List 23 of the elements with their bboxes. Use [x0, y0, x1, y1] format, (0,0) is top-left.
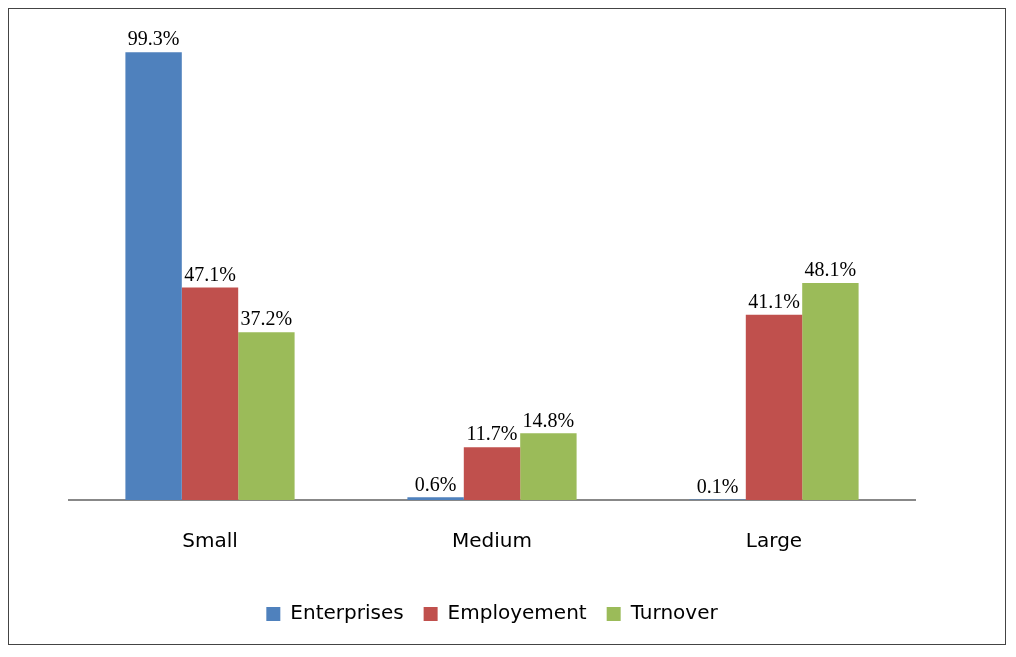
bar — [407, 497, 464, 500]
x-tick-label: Large — [745, 528, 803, 553]
data-label: 47.1% — [184, 262, 236, 285]
legend-label: Enterprises — [290, 600, 404, 625]
data-label: 0.6% — [414, 472, 457, 495]
bar — [745, 314, 803, 500]
bar — [238, 332, 295, 500]
data-label: 14.8% — [522, 408, 575, 431]
bar — [125, 52, 182, 500]
bar — [520, 433, 577, 500]
x-tick-label: Small — [182, 528, 238, 553]
data-label: 11.7% — [466, 422, 518, 445]
legend-label: Turnover — [629, 600, 719, 625]
bar — [802, 283, 859, 500]
data-label: 41.1% — [748, 289, 800, 312]
data-label: 0.1% — [696, 474, 739, 497]
data-label: 37.2% — [240, 307, 293, 330]
bar — [181, 287, 239, 500]
bar — [463, 447, 521, 500]
data-label: 99.3% — [127, 27, 180, 50]
legend-label: Employement — [447, 600, 587, 625]
data-label: 48.1% — [804, 258, 857, 281]
x-tick-label: Medium — [452, 528, 532, 553]
